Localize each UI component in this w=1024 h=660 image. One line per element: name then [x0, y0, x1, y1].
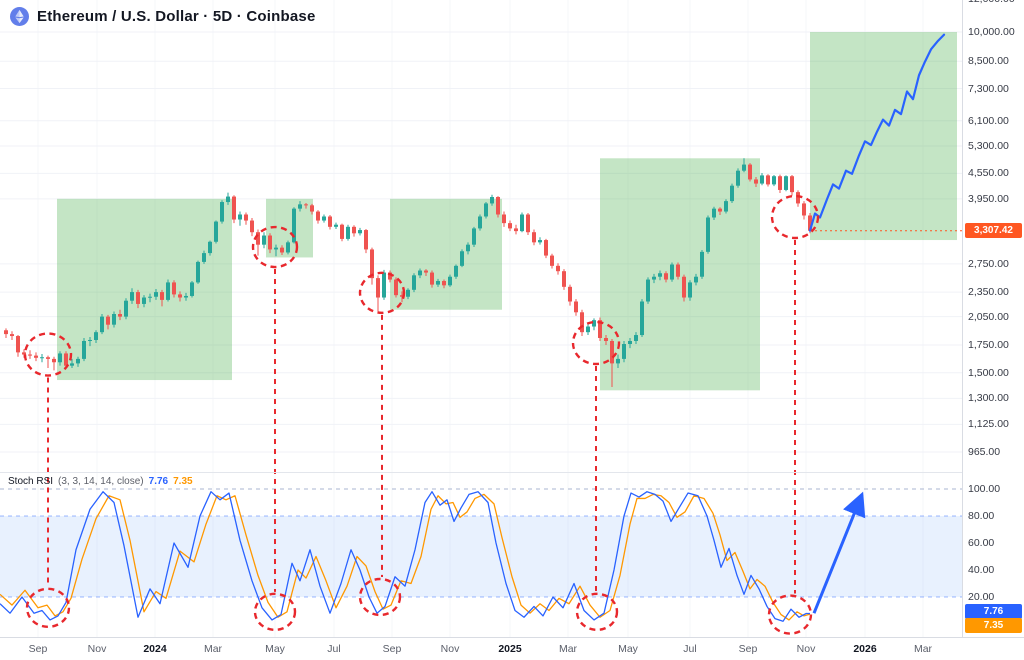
rsi-annotation-circle — [575, 592, 619, 632]
stoch-d-line — [0, 493, 811, 621]
time-axis-tick[interactable]: Sep — [28, 643, 48, 655]
time-axis-tick[interactable]: Jul — [327, 643, 341, 655]
time-axis-tick[interactable]: Mar — [558, 643, 578, 655]
indicator-label[interactable]: Stoch RSI (3, 3, 14, 14, close) 7.76 7.3… — [8, 476, 193, 487]
time-axis-tick[interactable]: 2026 — [853, 643, 877, 655]
price-axis-label: 2,750.00 — [968, 257, 1009, 270]
price-axis-label: 12,000.00 — [968, 0, 1015, 5]
indicator-name: Stoch RSI — [8, 476, 54, 487]
price-projection-line — [808, 33, 946, 232]
price-axis-label: 1,500.00 — [968, 366, 1009, 379]
time-axis-tick[interactable]: Mar — [203, 643, 223, 655]
time-axis-tick[interactable]: Sep — [382, 643, 402, 655]
rsi-annotation-circle — [767, 594, 813, 635]
price-axis-label: 3,950.00 — [968, 192, 1009, 205]
rsi-axis-label: 40.00 — [968, 564, 995, 576]
price-axis-label: 2,350.00 — [968, 286, 1009, 299]
stoch-k-badge: 7.76 — [965, 603, 1022, 619]
rsi-up-arrow — [812, 491, 866, 614]
price-axis-label: 2,050.00 — [968, 310, 1009, 323]
price-axis-label: 1,125.00 — [968, 418, 1009, 431]
stoch-rsi-pane — [0, 488, 962, 622]
time-axis-tick[interactable]: Nov — [796, 643, 816, 655]
price-axis-label: 1,750.00 — [968, 339, 1009, 352]
rsi-annotation-circle — [25, 587, 71, 628]
stoch-k-line — [0, 491, 810, 622]
price-axis-label: 10,000.00 — [968, 26, 1015, 38]
indicator-k-value: 7.76 — [148, 476, 169, 487]
price-axis[interactable]: 3,307.42 7.76 7.35 12,000.00 10,000.00 8,5… — [962, 0, 1024, 637]
time-axis-tick[interactable]: Nov — [87, 643, 107, 655]
price-axis-label: 1,300.00 — [968, 392, 1009, 405]
gridlines — [0, 31, 962, 453]
symbol-header: Ethereum / U.S. Dollar · 5D · Coinbase — [10, 7, 316, 26]
rsi-axis-label: 60.00 — [968, 537, 995, 549]
price-annotation-circle — [251, 225, 299, 269]
time-axis-tick[interactable]: Nov — [440, 643, 460, 655]
chart-canvas[interactable] — [0, 0, 962, 637]
time-axis[interactable]: Sep Nov 2024 Mar May Jul Sep Nov 2025 Mar May Jul Se… — [0, 637, 1024, 660]
time-axis-tick[interactable]: Jul — [683, 643, 697, 655]
indicator-d-value: 7.35 — [173, 476, 193, 487]
price-axis-label: 8,500.00 — [968, 55, 1009, 68]
time-axis-tick[interactable]: Sep — [738, 643, 758, 655]
price-axis-label: 965.00 — [968, 445, 1001, 458]
rsi-axis-label: 100.00 — [968, 483, 1001, 495]
rsi-axis-label: 80.00 — [968, 510, 995, 522]
time-axis-tick[interactable]: Mar — [913, 643, 933, 655]
indicator-params: (3, 3, 14, 14, close) — [58, 476, 144, 487]
rsi-annotation-circle — [358, 577, 402, 617]
price-annotation-circle — [571, 320, 621, 366]
price-annotation-circle — [770, 194, 820, 240]
price-annotation-circle — [358, 271, 406, 315]
oversold-overbought-band — [0, 516, 962, 597]
price-axis-label: 5,300.00 — [968, 140, 1009, 153]
last-price-badge: 3,307.42 — [965, 222, 1022, 238]
pane-separator[interactable] — [0, 472, 1024, 473]
ethereum-logo-icon — [10, 7, 29, 26]
annotations — [23, 194, 820, 635]
candlestick-series — [4, 158, 812, 388]
symbol-title[interactable]: Ethereum / U.S. Dollar · 5D · Coinbase — [37, 8, 316, 25]
time-axis-tick[interactable]: 2024 — [143, 643, 167, 655]
time-axis-tick[interactable]: 2025 — [498, 643, 522, 655]
stoch-d-badge: 7.35 — [965, 617, 1022, 633]
price-annotation-circle — [23, 332, 73, 377]
time-axis-tick[interactable]: May — [265, 643, 285, 655]
price-axis-label: 6,100.00 — [968, 114, 1009, 127]
time-axis-tick[interactable]: May — [618, 643, 638, 655]
rsi-annotation-circle — [253, 592, 297, 632]
rsi-axis-label: 20.00 — [968, 591, 995, 603]
price-axis-label: 7,300.00 — [968, 82, 1009, 95]
price-axis-label: 4,550.00 — [968, 167, 1009, 180]
